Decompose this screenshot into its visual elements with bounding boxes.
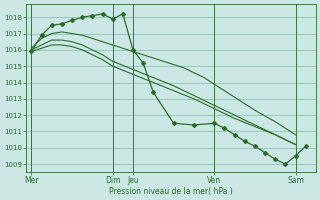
X-axis label: Pression niveau de la mer( hPa ): Pression niveau de la mer( hPa ) bbox=[109, 187, 233, 196]
